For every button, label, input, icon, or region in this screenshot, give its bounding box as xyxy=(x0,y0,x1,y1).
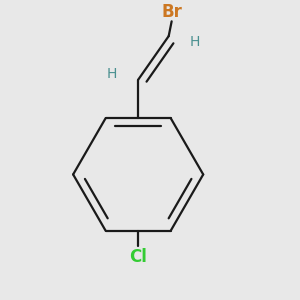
Text: Cl: Cl xyxy=(129,248,147,266)
Text: H: H xyxy=(106,67,117,81)
Text: H: H xyxy=(190,35,200,49)
Text: Br: Br xyxy=(161,4,182,22)
